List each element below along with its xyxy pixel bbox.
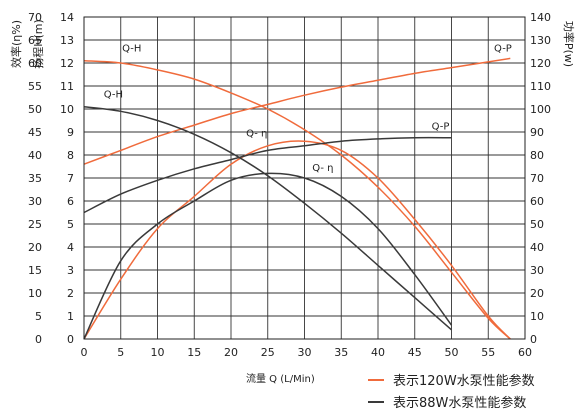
y-tick-label-head: 13 — [60, 34, 74, 47]
y-tick-label-efficiency: 50 — [28, 103, 42, 116]
y-tick-label-head: 7 — [67, 172, 74, 185]
y-tick-label-power: 110 — [530, 80, 551, 93]
x-tick-label: 30 — [298, 346, 312, 359]
y-tick-label-power: 0 — [530, 333, 537, 346]
y-tick-label-efficiency: 45 — [28, 126, 42, 139]
y-tick-label-power: 40 — [530, 241, 544, 254]
y-tick-label-power: 70 — [530, 172, 544, 185]
y-tick-label-power: 100 — [530, 103, 551, 116]
y-tick-label-head: 14 — [60, 11, 74, 24]
y-tick-label-efficiency: 40 — [28, 149, 42, 162]
series-line-qh-88w — [83, 105, 452, 331]
y-tick-label-power: 130 — [530, 34, 551, 47]
y-tick-label-efficiency: 15 — [28, 264, 42, 277]
series-lines — [83, 57, 511, 340]
legend: 表示120W水泵性能参数 表示88W水泵性能参数 — [368, 373, 535, 411]
y-tick-label-power: 50 — [530, 218, 544, 231]
y-tick-label-head: 5 — [67, 218, 74, 231]
y-tick-label-head: 10 — [60, 103, 74, 116]
x-tick-label: 60 — [518, 346, 532, 359]
curve-annotation: Q-H — [104, 90, 123, 101]
curve-annotation: Q-P — [494, 44, 512, 55]
y-tick-label-efficiency: 5 — [35, 310, 42, 323]
x-tick-label: 15 — [187, 346, 201, 359]
y-tick-label-head: 4 — [67, 241, 74, 254]
y-tick-label-power: 120 — [530, 57, 551, 70]
series-line-qp-88w — [83, 136, 452, 214]
y-tick-label-efficiency: 25 — [28, 218, 42, 231]
curve-annotation: Q- η — [312, 163, 333, 174]
x-axis-label: 流量 Q (L/Min) — [246, 372, 315, 385]
series-line-qp-120w — [83, 57, 511, 165]
y-tick-label-head: 0 — [67, 333, 74, 346]
y-tick-label-head: 3 — [67, 264, 74, 277]
y-axis-label-power: 功率P(w) — [562, 21, 576, 67]
y-tick-label-head: 9 — [67, 126, 74, 139]
y-tick-label-efficiency: 65 — [28, 34, 42, 47]
series-line-q-120w — [83, 140, 511, 340]
curve-annotation: Q- η — [246, 129, 267, 140]
x-tick-label: 45 — [408, 346, 422, 359]
y-tick-label-head: 6 — [67, 195, 74, 208]
y-tick-label-head: 1 — [67, 310, 74, 323]
plot-frame — [83, 16, 526, 340]
x-tick-label: 40 — [371, 346, 385, 359]
y-tick-label-power: 10 — [530, 310, 544, 323]
y-tick-label-power: 30 — [530, 264, 544, 277]
y-tick-label-efficiency: 30 — [28, 195, 42, 208]
y-axis-label-efficiency: 效率(η%) — [9, 20, 23, 68]
y-tick-label-power: 140 — [530, 11, 551, 24]
x-tick-label: 0 — [81, 346, 88, 359]
y-tick-label-power: 80 — [530, 149, 544, 162]
x-tick-label: 50 — [445, 346, 459, 359]
x-tick-label: 20 — [224, 346, 238, 359]
y-tick-label-head: 12 — [60, 57, 74, 70]
y-axis-label-head: 扬程H(m) — [31, 19, 45, 69]
curve-annotations: Q-H Q-H Q-P Q-P Q- η Q- η — [104, 44, 512, 175]
legend-label-120w: 表示120W水泵性能参数 — [393, 373, 535, 389]
legend-label-88w: 表示88W水泵性能参数 — [393, 395, 526, 411]
x-tick-label: 5 — [117, 346, 124, 359]
y-tick-label-efficiency: 10 — [28, 287, 42, 300]
y-tick-label-efficiency: 0 — [35, 333, 42, 346]
y-tick-label-efficiency: 70 — [28, 11, 42, 24]
y-tick-label-power: 20 — [530, 287, 544, 300]
curve-annotation: Q-H — [122, 44, 141, 55]
y-tick-label-efficiency: 55 — [28, 80, 42, 93]
y-tick-label-efficiency: 20 — [28, 241, 42, 254]
y-tick-label-efficiency: 60 — [28, 57, 42, 70]
x-tick-label: 10 — [151, 346, 165, 359]
x-tick-label: 55 — [481, 346, 495, 359]
y-tick-label-head: 11 — [60, 80, 74, 93]
y-tick-label-head: 2 — [67, 287, 74, 300]
series-line-q-88w — [83, 172, 453, 340]
series-line-qh-120w — [83, 59, 511, 340]
y-tick-label-head: 8 — [67, 149, 74, 162]
x-tick-label: 35 — [334, 346, 348, 359]
y-tick-label-power: 60 — [530, 195, 544, 208]
x-tick-label: 25 — [261, 346, 275, 359]
curve-annotation: Q-P — [432, 122, 450, 133]
y-tick-label-power: 90 — [530, 126, 544, 139]
y-tick-label-efficiency: 35 — [28, 172, 42, 185]
